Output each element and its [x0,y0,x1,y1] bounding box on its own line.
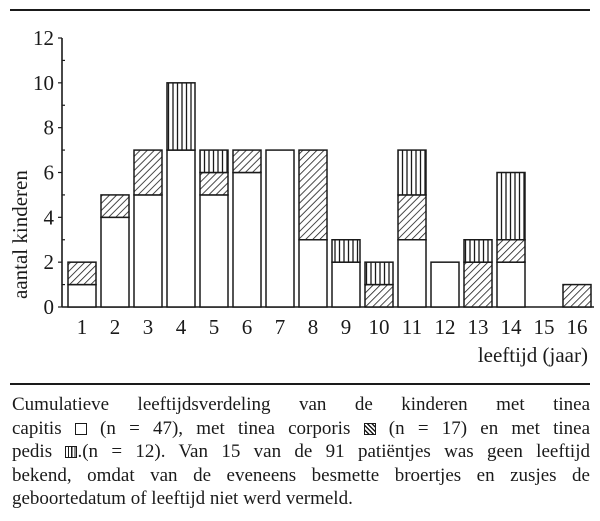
x-tick-label: 15 [534,315,555,339]
caption-line-5: geboortedatum of leeftijd niet werd verm… [12,488,353,509]
bar-segment-tinea-corporis [496,239,526,263]
x-tick-label: 13 [468,315,489,339]
capitis-legend-icon [74,422,87,435]
bar-segment-tinea-capitis [232,171,262,308]
bar-segment-tinea-capitis [265,149,295,308]
x-tick-label: 2 [110,315,121,339]
y-tick-label: 2 [44,250,55,274]
y-axis-label: aantal kinderen [8,170,32,299]
x-tick-label: 1 [77,315,88,339]
x-tick-label: 16 [567,315,588,339]
bar-segment-tinea-capitis [166,149,196,308]
bar-segment-tinea-corporis [67,261,97,286]
x-tick-label: 5 [209,315,220,339]
bar-segment-tinea-capitis [331,261,361,308]
x-tick-label: 6 [242,315,253,339]
x-tick-label: 4 [176,315,187,339]
bar-segment-tinea-pedis [364,261,394,286]
x-tick-label: 11 [402,315,422,339]
bar-segment-tinea-capitis [67,283,97,308]
bars [67,82,592,308]
bar-segment-tinea-capitis [298,239,328,308]
bar-segment-tinea-capitis [496,261,526,308]
bar-segment-tinea-capitis [100,216,130,308]
pedis-legend-icon [65,446,78,458]
x-tick-label: 8 [308,315,319,339]
bar-segment-tinea-corporis [562,283,592,308]
x-tick-label: 3 [143,315,154,339]
bar-segment-tinea-corporis [133,149,163,196]
figure-caption: Cumulatieve leeftijdsverdeling van de ki… [12,393,590,511]
x-tick-label: 14 [501,315,523,339]
caption-line-2: capitis (n = 47), met tinea corporis (n … [12,417,591,439]
bar-segment-tinea-pedis [496,171,526,241]
caption-rule [10,383,590,385]
bar-segment-tinea-pedis [397,149,427,196]
corporis-legend-icon [363,422,376,435]
bar-segment-tinea-corporis [199,171,229,196]
x-tick-label: 7 [275,315,286,339]
x-tick-label: 9 [341,315,352,339]
y-tick-label: 4 [44,205,55,229]
bar-segment-tinea-capitis [199,194,229,308]
y-tick-label: 6 [44,161,55,185]
bar-segment-tinea-pedis [331,239,361,263]
y-tick-label: 8 [44,116,55,140]
x-tick-label: 12 [435,315,456,339]
caption-line-3: pedis .(n = 12). Van 15 van de 91 patiën… [12,441,590,462]
bar-segment-tinea-corporis [232,149,262,174]
x-axis-label: leeftijd (jaar) [478,343,588,367]
caption-line-1: Cumulatieve leeftijdsverdeling van de ki… [12,394,590,415]
caption-line-4: bekend, omdat van de eveneens besmette b… [12,464,590,486]
bar-segment-tinea-pedis [463,239,493,263]
bar-segment-tinea-capitis [133,194,163,308]
bar-segment-tinea-corporis [364,283,394,308]
y-tick-label: 12 [33,26,54,50]
bar-segment-tinea-pedis [199,149,229,174]
top-rule [10,9,590,11]
bar-segment-tinea-capitis [430,261,460,308]
bar-segment-tinea-pedis [166,82,196,151]
bar-segment-tinea-capitis [397,239,427,308]
bar-segment-tinea-corporis [397,194,427,241]
bar-segment-tinea-corporis [298,149,328,241]
bar-segment-tinea-corporis [463,261,493,308]
y-tick-label: 10 [33,71,54,95]
y-tick-label: 0 [44,295,55,319]
bar-segment-tinea-corporis [100,194,130,219]
x-tick-label: 10 [369,315,390,339]
